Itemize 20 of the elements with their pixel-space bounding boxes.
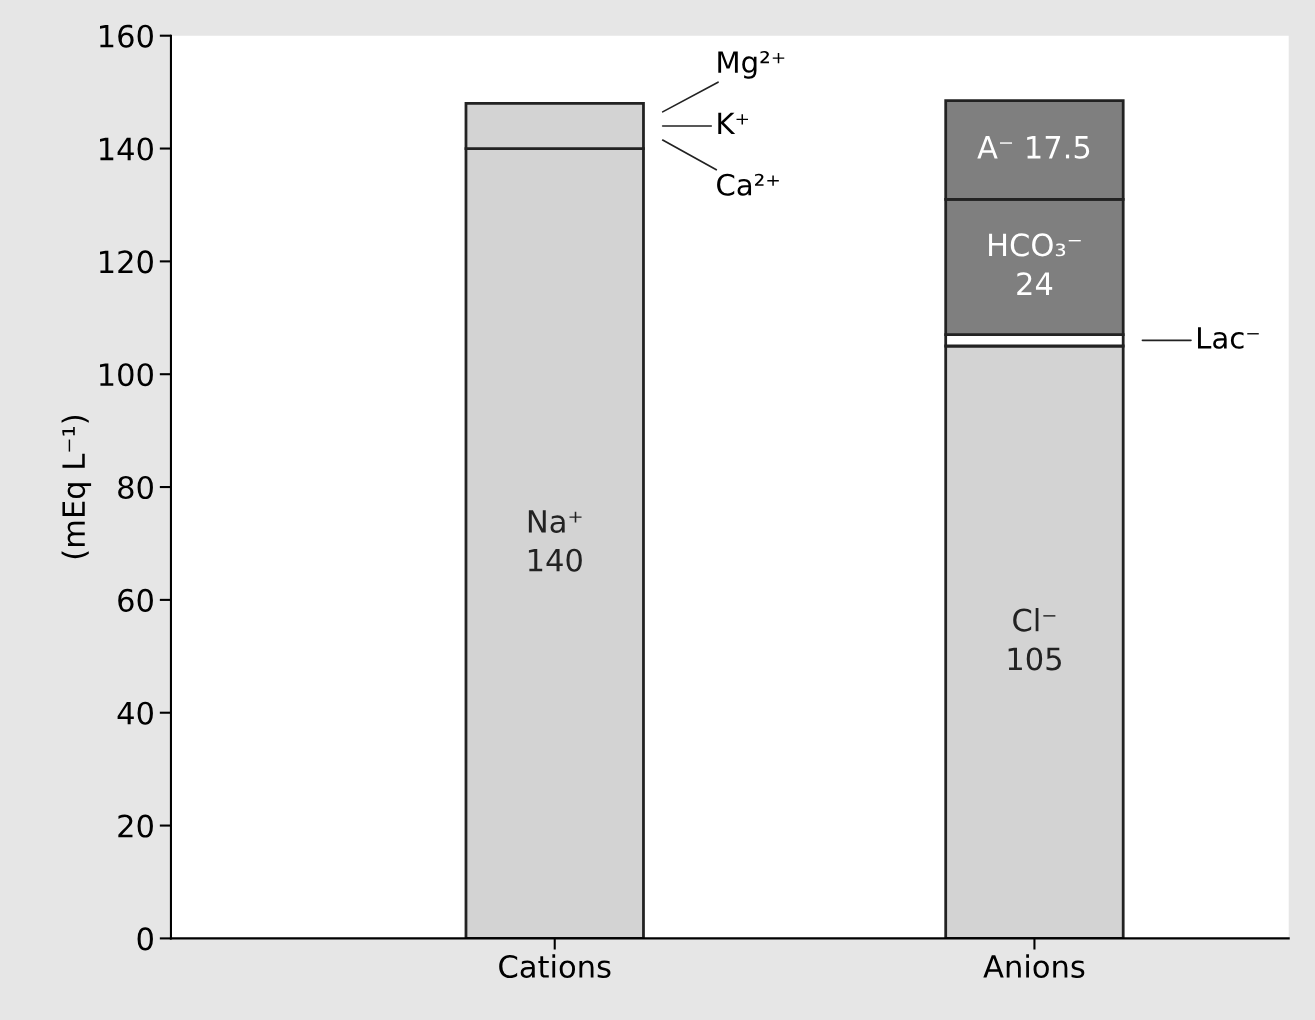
y-tick-label: 20: [118, 814, 153, 838]
y-tick-label: 160: [100, 24, 153, 48]
annotation: Ca²⁺: [717, 173, 779, 196]
y-tick-label: 40: [117, 701, 153, 725]
y-tick-label: 140: [100, 137, 153, 161]
y-tick-label: 120: [100, 250, 153, 274]
y-tick-label: 100: [100, 363, 153, 387]
data-label: Cl⁻ 105: [1008, 607, 1061, 671]
y-tick-label: 60: [118, 588, 153, 612]
x-tick-label: Cations: [499, 954, 611, 979]
annotation: K⁺: [718, 112, 749, 135]
y-tick-label: 80: [118, 475, 153, 500]
annotation: Mg²⁺: [718, 51, 785, 79]
x-tick-label: Anions: [983, 954, 1085, 979]
y-tick-label: 0: [137, 927, 153, 951]
data-label: HCO₃⁻ 24: [989, 233, 1081, 295]
annotation: Lac⁻: [1198, 327, 1259, 349]
y-axis-title: (mEq L⁻¹): [61, 415, 92, 559]
data-label: A⁻ 17.5: [977, 136, 1090, 159]
data-label: Na⁺ 140: [528, 510, 582, 572]
